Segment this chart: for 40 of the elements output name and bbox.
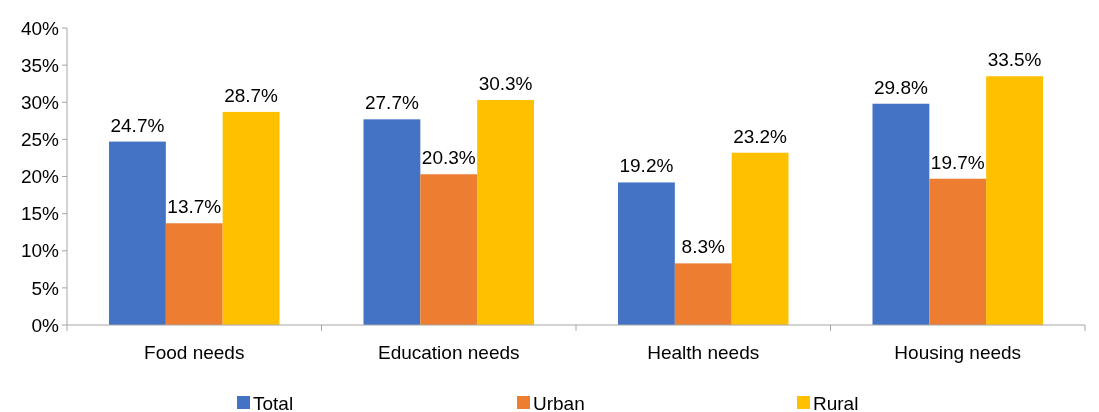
y-tick-label: 40% [20,17,60,39]
x-tick-label: Housing needs [894,342,1022,363]
text: 27.7% [364,92,419,114]
bar [674,263,732,325]
bar [165,223,223,325]
legend-label: Total [253,392,294,412]
y-tick-label: 25% [20,129,60,151]
text: 24.7% [110,114,165,136]
bar [731,152,789,325]
text: 23.2% [733,125,788,147]
text: 29.8% [873,76,928,98]
text: 19.2% [619,155,674,177]
bar [986,76,1044,325]
bar [929,178,987,325]
y-tick-label: 35% [20,54,60,76]
bar [222,111,280,325]
text: 8.3% [681,236,725,258]
text: 20.3% [421,147,476,169]
text: 30.3% [478,73,533,95]
y-tick-label: 20% [20,166,60,188]
y-tick-label: 0% [31,314,60,336]
y-tick-label: 10% [20,240,60,262]
bar [477,100,535,325]
text: 13.7% [167,196,222,218]
x-tick-label: Education needs [377,342,520,363]
text: 33.5% [987,49,1042,71]
y-tick-label: 15% [20,203,60,225]
x-tick-label: Health needs [647,342,760,363]
bar [872,103,930,325]
x-tick-label: Food needs [144,342,245,363]
text: 19.7% [930,151,985,173]
legend-label: Rural [813,392,859,412]
y-tick-label: 5% [31,277,60,299]
bar [108,141,166,325]
legend-label: Urban [533,392,585,412]
y-tick-label: 30% [20,91,60,113]
bar [617,182,675,325]
bar [363,119,421,325]
text: 28.7% [224,84,279,106]
bar [420,174,478,325]
